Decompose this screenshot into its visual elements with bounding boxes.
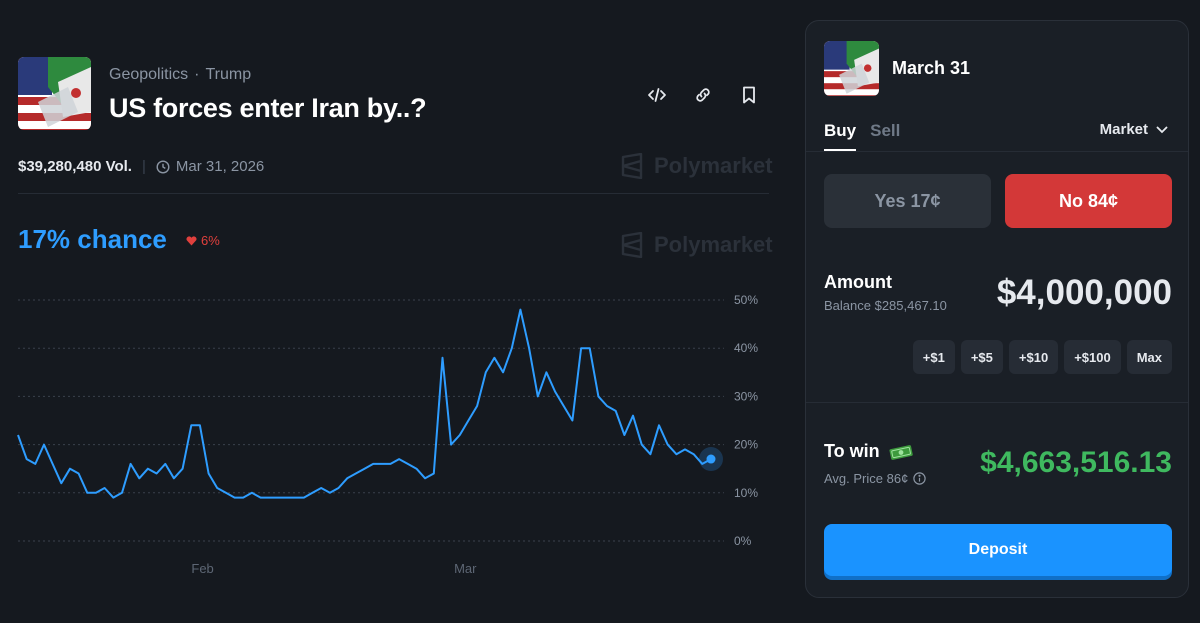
polymarket-logo-icon [621, 232, 643, 258]
polymarket-watermark: Polymarket [620, 232, 773, 258]
x-tick-label: Mar [454, 561, 477, 576]
avg-price-text: Avg. Price 86¢ [824, 471, 909, 486]
polymarket-logo-icon [621, 153, 643, 179]
add-1-button[interactable]: +$1 [912, 340, 955, 374]
bookmark-icon[interactable] [736, 82, 762, 108]
y-tick-label: 0% [734, 534, 752, 548]
add-5-button[interactable]: +$5 [960, 340, 1003, 374]
add-100-button[interactable]: +$100 [1064, 340, 1121, 374]
trade-tabs: Buy Sell [824, 121, 900, 151]
y-tick-label: 50% [734, 293, 758, 307]
chevron-down-icon [1156, 126, 1168, 133]
deposit-button[interactable]: Deposit [824, 524, 1172, 576]
add-10-button[interactable]: +$10 [1008, 340, 1059, 374]
max-button[interactable]: Max [1126, 340, 1172, 374]
tab-buy[interactable]: Buy [824, 121, 857, 151]
end-date: Mar 31, 2026 [156, 158, 264, 175]
payout-value: $4,663,516.13 [980, 446, 1172, 479]
order-type-label: Market [1099, 121, 1148, 138]
embed-code-icon[interactable] [644, 82, 670, 108]
info-icon[interactable] [913, 472, 927, 485]
outcome-thumbnail [824, 41, 879, 96]
polymarket-watermark: Polymarket [620, 153, 773, 179]
order-type-dropdown[interactable]: Market [1100, 121, 1168, 138]
market-title: US forces enter Iran by..? [109, 93, 427, 123]
trade-panel: March 31 Buy Sell Market Yes 17¢ No 84¢ … [805, 20, 1189, 598]
quick-amounts: +$1 +$5 +$10 +$100 Max [912, 340, 1172, 374]
to-win-label: To win [824, 441, 914, 462]
watermark-text: Polymarket [654, 232, 773, 257]
clock-icon [156, 159, 170, 174]
avg-price: Avg. Price 86¢ [824, 471, 927, 486]
tabs-divider [806, 151, 1188, 152]
last-point [706, 454, 716, 464]
chance-change: 6% [186, 233, 220, 248]
amount-input[interactable]: $4,000,000 [996, 273, 1172, 312]
market-meta: $39,280,480 Vol. | Mar 31, 2026 [18, 158, 264, 175]
money-icon [889, 444, 913, 460]
end-date-text: Mar 31, 2026 [175, 158, 265, 175]
y-tick-label: 40% [734, 341, 758, 355]
to-win-text: To win [824, 441, 880, 461]
chance-value: 17% chance [18, 224, 167, 254]
breadcrumb: Geopolitics · Trump [109, 66, 251, 84]
header-actions [644, 82, 762, 108]
meta-separator: | [141, 158, 146, 175]
breadcrumb-category[interactable]: Geopolitics [109, 66, 189, 83]
amount-label: Amount [824, 272, 892, 292]
watermark-text: Polymarket [654, 153, 773, 178]
tab-sell[interactable]: Sell [870, 121, 901, 140]
series-line [17, 308, 712, 499]
outcome-title: March 31 [892, 58, 971, 78]
link-icon[interactable] [690, 82, 716, 108]
yes-button[interactable]: Yes 17¢ [824, 174, 991, 228]
breadcrumb-tag[interactable]: Trump [205, 66, 252, 83]
chance-change-text: 6% [201, 233, 220, 248]
amount-divider [806, 402, 1188, 403]
volume-text: $39,280,480 Vol. [18, 158, 132, 175]
heart-down-icon [186, 235, 197, 245]
balance-text: Balance $285,467.10 [824, 298, 947, 313]
probability-chart[interactable]: 50% 40% 30% 20% 10% 0% Feb Mar [0, 280, 780, 580]
x-tick-label: Feb [191, 561, 213, 576]
market-thumbnail [18, 57, 91, 130]
y-tick-label: 30% [734, 389, 758, 403]
no-button[interactable]: No 84¢ [1005, 174, 1172, 228]
y-tick-label: 20% [734, 438, 758, 452]
y-tick-label: 10% [734, 486, 758, 500]
breadcrumb-separator: · [194, 66, 200, 83]
section-divider [18, 193, 769, 194]
